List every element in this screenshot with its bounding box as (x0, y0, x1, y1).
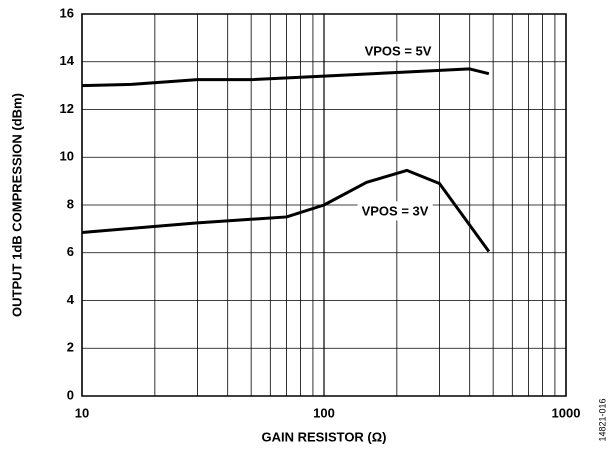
y-tick-label: 2 (67, 340, 74, 355)
y-tick-label: 12 (60, 101, 74, 116)
plot-frame (81, 13, 567, 397)
x-tick-label: 10 (75, 405, 89, 420)
y-tick-label: 4 (67, 292, 75, 307)
label-background (357, 201, 433, 221)
y-tick-label: 8 (67, 196, 74, 211)
y-tick-label: 14 (60, 53, 75, 68)
series-label: VPOS = 5V (365, 43, 432, 58)
x-tick-label: 1000 (552, 405, 581, 420)
label-background (360, 41, 436, 61)
line-series (81, 168, 491, 253)
y-tick-label: 0 (67, 387, 74, 402)
figure-id: 14821-016 (597, 398, 607, 441)
y-axis-label: OUTPUT 1dB COMPRESSION (dBm) (9, 93, 24, 317)
series-label: VPOS = 3V (362, 203, 429, 218)
x-tick-label: 100 (313, 405, 335, 420)
y-tick-label: 10 (60, 149, 74, 164)
x-axis-label: GAIN RESISTOR (Ω) (261, 429, 386, 444)
y-tick-label: 16 (60, 5, 74, 20)
y-tick-label: 6 (67, 244, 74, 259)
line-series (81, 67, 490, 88)
